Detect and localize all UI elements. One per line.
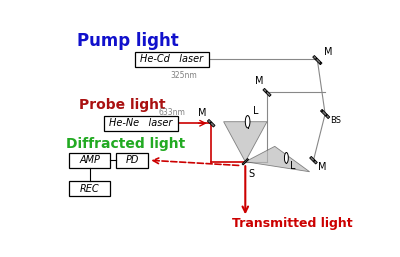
Text: 325nm: 325nm	[170, 71, 197, 80]
Text: M: M	[198, 108, 206, 118]
Bar	[104, 116, 178, 131]
Bar	[69, 181, 110, 196]
Text: AMP: AMP	[79, 155, 100, 165]
Bar	[116, 152, 148, 168]
Text: L: L	[253, 106, 258, 116]
Text: PD: PD	[126, 155, 139, 165]
Text: M: M	[324, 47, 332, 57]
Text: BS: BS	[330, 116, 341, 125]
Text: L: L	[290, 161, 296, 171]
Polygon shape	[224, 122, 267, 162]
Text: Probe light: Probe light	[80, 98, 166, 112]
Polygon shape	[320, 109, 330, 119]
Ellipse shape	[245, 116, 250, 128]
Text: Transmitted light: Transmitted light	[232, 217, 353, 230]
Polygon shape	[313, 56, 322, 65]
Text: 633nm: 633nm	[158, 108, 185, 117]
Ellipse shape	[284, 152, 288, 163]
Text: S: S	[248, 169, 254, 179]
Text: He-Ne   laser: He-Ne laser	[109, 118, 173, 128]
Bar	[135, 52, 209, 67]
Text: M: M	[318, 162, 327, 172]
Text: Diffracted light: Diffracted light	[66, 137, 185, 151]
Text: He-Cd   laser: He-Cd laser	[140, 54, 204, 64]
Text: M: M	[255, 76, 264, 86]
Polygon shape	[263, 88, 271, 97]
Text: Pump light: Pump light	[77, 32, 178, 50]
Polygon shape	[207, 120, 215, 127]
Polygon shape	[310, 157, 317, 164]
Polygon shape	[245, 146, 310, 172]
Text: REC: REC	[80, 184, 99, 194]
Bar	[69, 152, 110, 168]
Polygon shape	[242, 159, 248, 165]
